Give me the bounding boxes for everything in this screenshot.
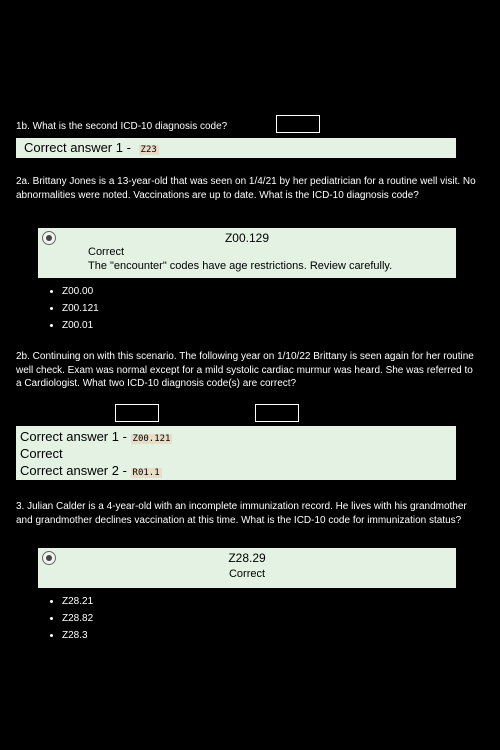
q1b-answer-code: Z23 bbox=[139, 145, 159, 155]
q3-option-3[interactable]: Z28.3 bbox=[62, 630, 444, 641]
q2b-answer2-code: R01.1 bbox=[131, 468, 162, 478]
q2b-mid-label: Correct bbox=[20, 445, 452, 462]
q1b-correct-block: Correct answer 1 - Z23 bbox=[16, 138, 456, 158]
q3-options: Z28.21 Z28.82 Z28.3 bbox=[44, 596, 444, 647]
q2a-option-2[interactable]: Z00.121 bbox=[62, 303, 444, 314]
q2b-input-1[interactable] bbox=[115, 404, 159, 422]
q1b-answer-input[interactable] bbox=[276, 115, 320, 133]
q3-option-1[interactable]: Z28.21 bbox=[62, 596, 444, 607]
q2a-feedback-text: The "encounter" codes have age restricti… bbox=[88, 260, 448, 272]
q2a-options: Z00.00 Z00.121 Z00.01 bbox=[44, 286, 444, 337]
q3-feedback-label: Correct bbox=[38, 568, 456, 580]
q3-option-2[interactable]: Z28.82 bbox=[62, 613, 444, 624]
q2b-input-2[interactable] bbox=[255, 404, 299, 422]
q2a-feedback-label: Correct bbox=[88, 246, 124, 258]
q1b-answer-label: Correct answer 1 - bbox=[20, 138, 139, 157]
q2a-option-1[interactable]: Z00.00 bbox=[62, 286, 444, 297]
q2b-correct-block: Correct answer 1 - Z00.121 Correct Corre… bbox=[16, 426, 456, 480]
q3-selected-code: Z28.29 bbox=[38, 548, 456, 565]
q2a-option-3[interactable]: Z00.01 bbox=[62, 320, 444, 331]
q2a-prompt: 2a. Brittany Jones is a 13-year-old that… bbox=[16, 175, 476, 202]
q2b-prompt: 2b. Continuing on with this scenario. Th… bbox=[16, 350, 476, 391]
q3-prompt: 3. Julian Calder is a 4-year-old with an… bbox=[16, 500, 476, 527]
q2b-answer1-label: Correct answer 1 - bbox=[20, 429, 131, 444]
q1b-prompt: 1b. What is the second ICD-10 diagnosis … bbox=[16, 120, 266, 134]
q2b-answer2-label: Correct answer 2 - bbox=[20, 463, 131, 478]
q2b-answer1-code: Z00.121 bbox=[131, 434, 173, 444]
q2a-selected-code: Z00.129 bbox=[38, 228, 456, 245]
